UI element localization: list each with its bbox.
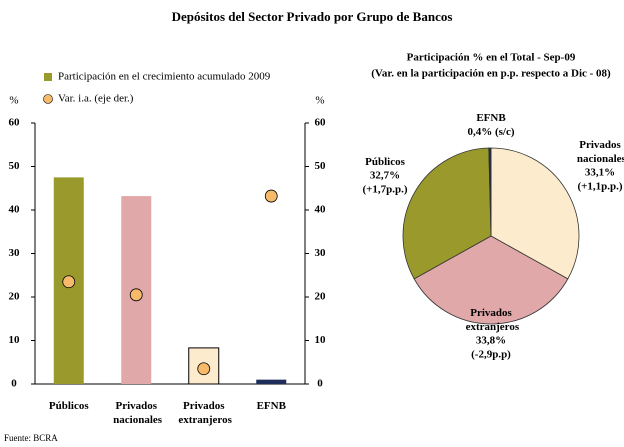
y-tick-label: 30 [9,247,21,259]
bar [256,379,287,384]
pie-subtitle: (Var. en la participación en p.p. respec… [371,68,611,80]
pie-slice [413,235,569,325]
y-axis-unit: % [9,95,18,107]
pie-slice [402,147,492,280]
x-tick-label: Privados nacionales [110,400,162,426]
y2-tick-label: 40 [315,204,327,216]
pie-change-label: (-2,9p.p) [471,349,511,361]
point [129,288,143,302]
x-tick-label: Privados extranjeros [176,400,233,426]
y2-tick-label: 10 [315,334,327,346]
pie-label-name: EFNB [476,112,506,124]
y2-tick-label: 60 [315,117,327,129]
pie-value-label: 32,7% [370,170,400,182]
y-tick-label: 40 [9,204,21,216]
point [264,189,278,203]
x-tick-label: Públicos [49,400,89,412]
legend-swatch [43,94,53,104]
legend-swatch [44,73,52,81]
y2-tick-label: 0 [317,378,323,390]
y2-tick-label: 50 [315,160,327,172]
pie-value-label: 33,1% [585,167,615,179]
y-tick-label: 10 [9,334,21,346]
pie-value-label: 33,8% [476,335,506,347]
page-title: Depósitos del Sector Privado por Grupo d… [172,9,453,24]
legend-label: Participación en el crecimiento acumulad… [58,71,271,83]
pie-label-value: 0,4% (s/c) [467,126,514,138]
legend-label: Var. i.a. (eje der.) [58,93,134,105]
y2-axis-unit: % [315,95,324,107]
pie-value-label: 0,4% [467,126,492,138]
pie-slice [490,147,580,280]
pie-title: Participación % en el Total - Sep-09 [407,52,576,64]
pie-label-name: Públicos [365,156,405,168]
pie-change-label: (s/c) [495,126,515,138]
pie-change-label: (+1,1p.p.) [577,181,622,193]
x-tick-label: EFNB [257,400,287,412]
y-tick-label: 0 [11,378,17,390]
pie-label-name: Privados extranjeros [463,307,520,333]
pie-slice [488,147,492,237]
y2-tick-label: 30 [315,247,327,259]
point [62,275,76,289]
y-tick-label: 50 [9,160,21,172]
y-tick-label: 60 [9,117,21,129]
pie-change-label: (+1,7p.p.) [362,184,407,196]
pie-label-name: Privados nacionales [574,139,624,165]
source: Fuente: BCRA [4,433,58,443]
y2-tick-label: 20 [315,291,327,303]
y-tick-label: 20 [9,291,21,303]
point [197,362,211,376]
